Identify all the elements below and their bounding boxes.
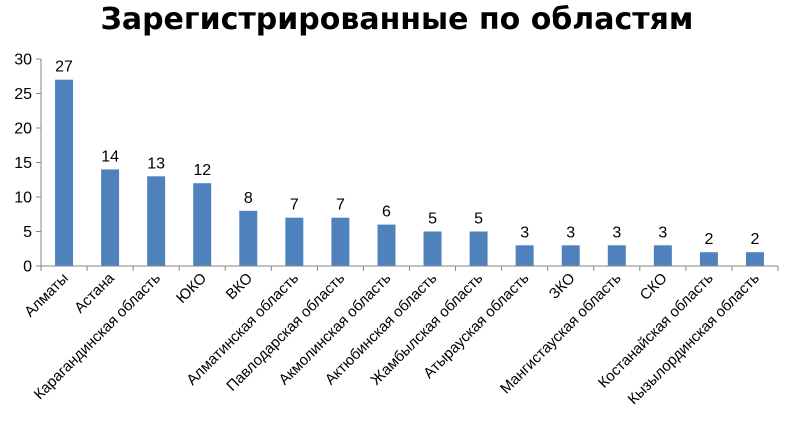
bar (745, 252, 764, 266)
data-label: 2 (704, 231, 713, 248)
y-tick-label: 10 (14, 190, 32, 207)
y-tick-label: 0 (23, 259, 32, 276)
category-label: ЗКО (546, 270, 579, 303)
data-label: 2 (751, 231, 760, 248)
category-label: СКО (637, 270, 671, 304)
data-label: 27 (55, 59, 73, 76)
category-label: Алматы (21, 270, 72, 321)
y-tick-label: 20 (14, 121, 32, 138)
data-label: 3 (566, 224, 575, 241)
bar (515, 245, 534, 266)
bar (285, 217, 304, 266)
data-label: 7 (290, 197, 299, 214)
bar (699, 252, 718, 266)
bar (101, 169, 120, 266)
bar (653, 245, 672, 266)
data-label: 3 (612, 224, 621, 241)
category-label: ВКО (223, 270, 256, 303)
bars-layer (55, 79, 764, 266)
bar (423, 231, 442, 266)
data-label: 5 (428, 211, 437, 228)
y-tick-label: 25 (14, 86, 32, 103)
bar (147, 176, 166, 266)
bar (55, 79, 74, 266)
category-label: ЮКО (173, 270, 210, 307)
y-tick-label: 5 (23, 224, 32, 241)
bar (561, 245, 580, 266)
bar (239, 210, 258, 266)
chart-title: Зарегистрированные по областям (100, 2, 694, 37)
data-label: 8 (244, 190, 253, 207)
data-label: 3 (520, 224, 529, 241)
data-label: 3 (658, 224, 667, 241)
data-label: 13 (147, 155, 165, 172)
y-tick-label: 30 (14, 52, 32, 69)
data-label: 7 (336, 197, 345, 214)
data-label: 14 (101, 148, 119, 165)
data-label: 12 (193, 162, 211, 179)
bar (607, 245, 626, 266)
bar (331, 217, 350, 266)
data-label: 5 (474, 211, 483, 228)
bar (377, 224, 396, 266)
bar (193, 183, 212, 266)
y-tick-label: 15 (14, 155, 32, 172)
axes-layer (36, 58, 779, 271)
bar (469, 231, 488, 266)
data-label: 6 (382, 204, 391, 221)
